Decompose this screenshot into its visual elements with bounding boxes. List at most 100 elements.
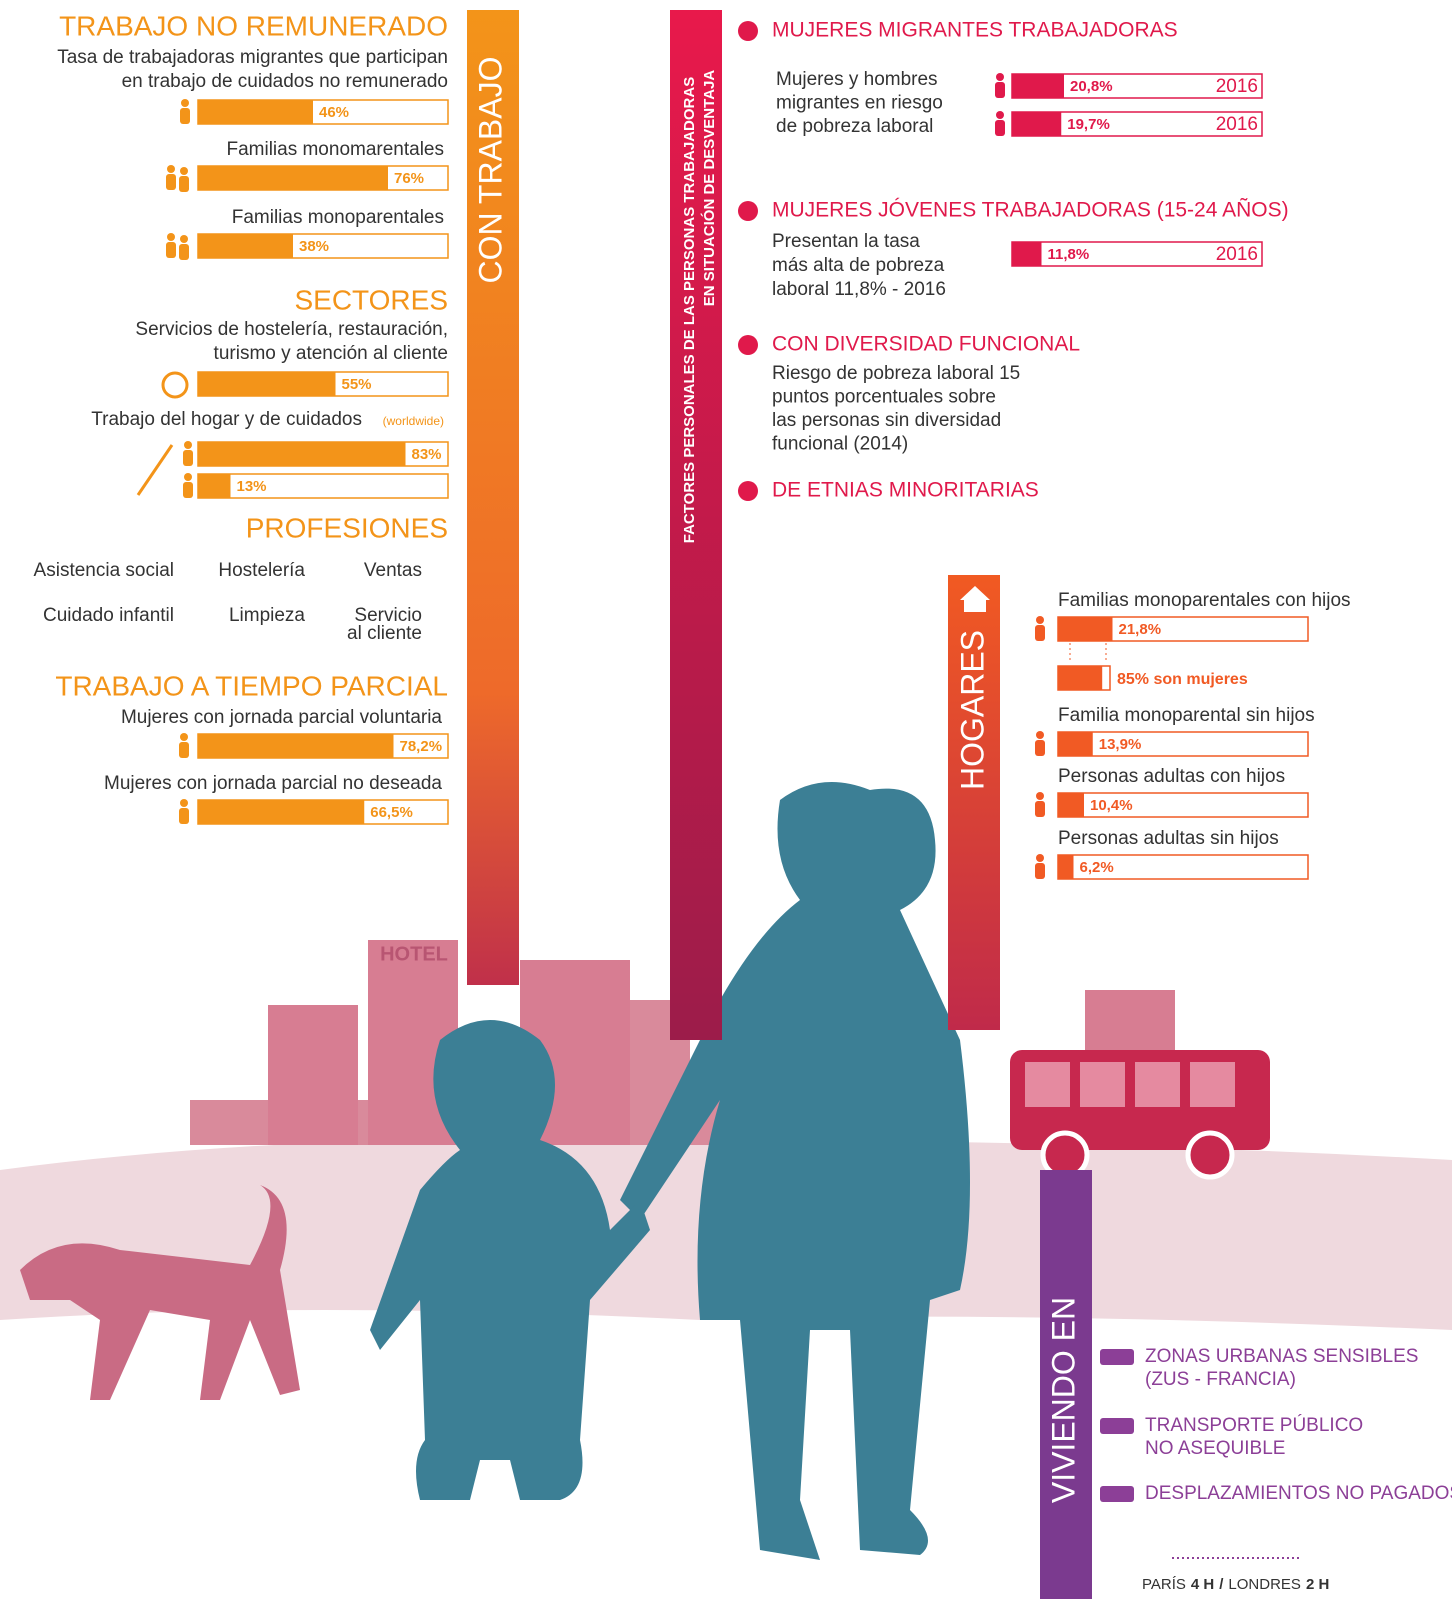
icon	[1036, 854, 1044, 862]
bus-window	[1080, 1062, 1125, 1107]
text: de pobreza laboral	[776, 116, 933, 137]
text: Asistencia social	[34, 560, 174, 581]
bus-window	[1135, 1062, 1180, 1107]
icon	[180, 235, 188, 243]
commute: 4 H	[1191, 1576, 1214, 1593]
section-title: DE ETNIAS MINORITARIAS	[772, 479, 1039, 502]
icon	[738, 21, 758, 41]
bar-label: 6,2%	[1080, 859, 1114, 876]
text: Mujeres y hombres	[776, 69, 938, 90]
text: Servicios de hostelería, restauración,	[135, 319, 448, 340]
bar	[1058, 855, 1074, 879]
icon	[166, 174, 176, 190]
band-title: FACTORES PERSONALES DE LAS PERSONAS TRAB…	[681, 77, 698, 543]
commute: LONDRES	[1228, 1576, 1301, 1593]
icon	[180, 733, 188, 741]
bar	[198, 800, 365, 824]
icon	[181, 99, 189, 107]
bar	[198, 234, 293, 258]
bar-label: 78,2%	[400, 738, 443, 755]
icon	[183, 482, 193, 498]
bar	[198, 372, 336, 396]
band-title: VIVIENDO EN	[1045, 1297, 1081, 1503]
band	[1040, 1170, 1092, 1599]
icon	[996, 111, 1004, 119]
band-title: CON TRABAJO	[472, 57, 508, 284]
bar-frame	[1011, 241, 1263, 267]
bar-label: 10,4%	[1090, 797, 1133, 814]
icon	[179, 176, 189, 192]
text: Mujeres con jornada parcial no deseada	[104, 773, 442, 794]
commute: PARÍS	[1142, 1576, 1186, 1593]
text: laboral 11,8% - 2016	[772, 279, 946, 300]
bar	[1058, 793, 1084, 817]
bar-label: 20,8%	[1070, 78, 1113, 95]
bar-frame	[197, 473, 449, 499]
commute: /	[1219, 1576, 1224, 1593]
text: turismo y atención al cliente	[214, 343, 448, 364]
icon	[1035, 801, 1045, 817]
section-title: PROFESIONES	[246, 512, 448, 543]
bar	[1012, 74, 1064, 98]
icon	[136, 444, 174, 496]
bar	[1058, 732, 1093, 756]
icon	[180, 799, 188, 807]
bar	[198, 442, 406, 466]
icon	[738, 481, 758, 501]
section-title: MUJERES MIGRANTES TRABAJADORAS	[772, 19, 1178, 42]
band	[670, 10, 722, 1040]
section-title: MUJERES JÓVENES TRABAJADORAS (15-24 AÑOS…	[772, 198, 1289, 222]
icon	[996, 73, 1004, 81]
bar-label: 11,8%	[1048, 246, 1090, 263]
icon	[184, 473, 192, 481]
icon	[1036, 616, 1044, 624]
text: en trabajo de cuidados no remunerado	[122, 71, 448, 92]
bar-label: 85% son mujeres	[1117, 671, 1248, 688]
band-title: EN SITUACIÓN DE DESVENTAJA	[700, 70, 718, 307]
bar-label: 55%	[342, 376, 372, 393]
icon	[995, 120, 1005, 136]
woman	[620, 782, 970, 1560]
bar	[198, 474, 231, 498]
text: Mujeres con jornada parcial voluntaria	[121, 707, 442, 728]
bar-label: 83%	[412, 446, 442, 463]
section-title: TRABAJO NO REMUNERADO	[59, 10, 448, 41]
item: TRANSPORTE PÚBLICO	[1145, 1414, 1363, 1436]
commute: 2 H	[1306, 1576, 1329, 1593]
text: Trabajo del hogar y de cuidados	[91, 409, 362, 430]
text: puntos porcentuales sobre	[772, 387, 996, 408]
text: Familias monoparentales con hijos	[1058, 590, 1351, 611]
bar	[1012, 112, 1062, 136]
bar-label: 13,9%	[1099, 736, 1142, 753]
icon	[1035, 863, 1045, 879]
bar	[198, 100, 313, 124]
icon	[738, 335, 758, 355]
bar-label: 13%	[237, 478, 267, 495]
icon	[180, 108, 190, 124]
bar	[1058, 666, 1103, 690]
text: las personas sin diversidad	[772, 410, 1001, 431]
item: NO ASEQUIBLE	[1145, 1438, 1285, 1459]
section-title: SECTORES	[294, 284, 448, 315]
text: Familias monomarentales	[226, 139, 444, 160]
bus-window	[1025, 1062, 1070, 1107]
text: Presentan la tasa	[772, 231, 920, 252]
bar	[1058, 617, 1113, 641]
bar-frame	[1057, 731, 1309, 757]
icon	[738, 201, 758, 221]
text: Hostelería	[218, 560, 305, 581]
item: (ZUS - FRANCIA)	[1145, 1369, 1296, 1390]
bar-label: 66,5%	[370, 804, 413, 821]
icon	[179, 808, 189, 824]
text: Servicio	[354, 605, 422, 626]
bar-label: 46%	[319, 104, 349, 121]
icon	[1036, 731, 1044, 739]
band	[948, 575, 1000, 1030]
icon	[184, 441, 192, 449]
text: Personas adultas con hijos	[1058, 766, 1285, 787]
icon	[161, 371, 189, 399]
icon	[179, 742, 189, 758]
section-title: TRABAJO A TIEMPO PARCIAL	[55, 670, 448, 701]
bar-label: 38%	[299, 238, 329, 255]
